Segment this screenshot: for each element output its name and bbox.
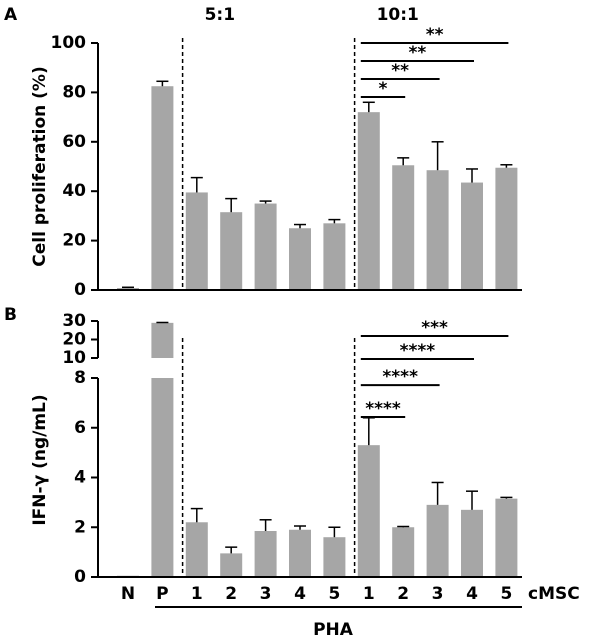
y-tick-label: 40: [62, 181, 86, 201]
bar: [495, 498, 518, 577]
error-bar: [122, 286, 134, 289]
significance-label: **: [426, 25, 444, 45]
y-tick-label: 80: [62, 82, 86, 102]
bar: [289, 529, 311, 577]
x-tick-label: 3: [260, 584, 272, 604]
significance-label: **: [391, 61, 409, 81]
error-bar: [466, 168, 478, 183]
bar: [357, 445, 380, 577]
bar: [289, 228, 311, 290]
y-tick-label: 20: [62, 231, 86, 251]
bar: [151, 322, 174, 358]
error-bar: [328, 218, 341, 224]
x-tick-label: 4: [466, 584, 478, 604]
significance-label: ****: [365, 399, 401, 419]
bar: [323, 223, 346, 290]
y-tick-label: 60: [62, 132, 86, 152]
error-bar: [431, 141, 444, 171]
significance-label: *: [379, 79, 388, 99]
error-bar: [294, 223, 306, 229]
error-bar: [190, 507, 203, 523]
error-bar: [362, 101, 375, 113]
y-tick-label: 0: [74, 280, 86, 300]
panel-letter: B: [4, 305, 17, 325]
error-bar: [225, 546, 238, 554]
bar: [426, 504, 449, 577]
y-tick-label: 30: [62, 311, 86, 331]
error-bar: [294, 525, 306, 530]
bar: [220, 212, 243, 290]
bar: [220, 553, 243, 577]
x-tick-label: N: [121, 584, 135, 604]
error-bar: [397, 525, 410, 528]
x-tick-label: 3: [432, 584, 444, 604]
x-tick-label: 5: [328, 584, 340, 604]
error-bar: [397, 157, 410, 166]
error-bar: [431, 481, 444, 505]
y-tick-label: 8: [74, 368, 86, 388]
error-bar: [259, 200, 272, 204]
bar: [392, 165, 415, 290]
error-bar: [362, 417, 375, 446]
error-bar: [156, 80, 169, 87]
bar: [151, 86, 174, 290]
error-bar: [190, 176, 203, 193]
x-tick-label: P: [156, 584, 168, 604]
significance-label: ***: [421, 318, 448, 338]
bar: [185, 192, 208, 290]
bar: [495, 167, 518, 290]
error-bar: [500, 496, 513, 499]
bar: [357, 112, 380, 290]
x-tick-label: 4: [294, 584, 306, 604]
y-tick-label: 10: [62, 348, 86, 368]
x-tick-label: 1: [363, 584, 375, 604]
x-tick-label: 5: [500, 584, 512, 604]
group-label: 5:1: [205, 5, 235, 25]
y-tick-label: 20: [62, 330, 86, 350]
significance-label: ****: [382, 367, 418, 387]
error-bar: [259, 519, 272, 531]
y-tick-label: 6: [74, 418, 86, 438]
category-suffix: cMSC: [528, 584, 580, 604]
y-tick-label: 4: [74, 468, 86, 488]
panel-letter: A: [4, 5, 18, 25]
y-tick-label: 2: [74, 517, 86, 537]
group-label: 10:1: [377, 5, 419, 25]
bar: [426, 170, 449, 290]
bar: [254, 203, 277, 290]
y-axis-title: Cell proliferation (%): [30, 66, 50, 266]
error-bar: [225, 197, 238, 213]
bar: [254, 530, 277, 577]
y-tick-label: 100: [51, 33, 87, 53]
bar: [392, 527, 415, 577]
error-bar: [466, 490, 478, 510]
bar: [151, 378, 174, 577]
bar: [185, 522, 208, 577]
error-bar: [328, 526, 341, 538]
significance-label: **: [409, 43, 427, 63]
bar: [323, 537, 346, 577]
bar: [461, 509, 483, 577]
x-tick-label: 2: [397, 584, 409, 604]
significance-label: ****: [400, 341, 436, 361]
bar: [461, 182, 483, 290]
x-tick-label: 2: [225, 584, 237, 604]
error-bar: [500, 164, 513, 168]
x-tick-label: 1: [191, 584, 203, 604]
y-axis-title: IFN-γ (ng/mL): [30, 394, 50, 525]
x-axis-title: PHA: [313, 620, 354, 640]
y-tick-label: 0: [74, 567, 86, 587]
